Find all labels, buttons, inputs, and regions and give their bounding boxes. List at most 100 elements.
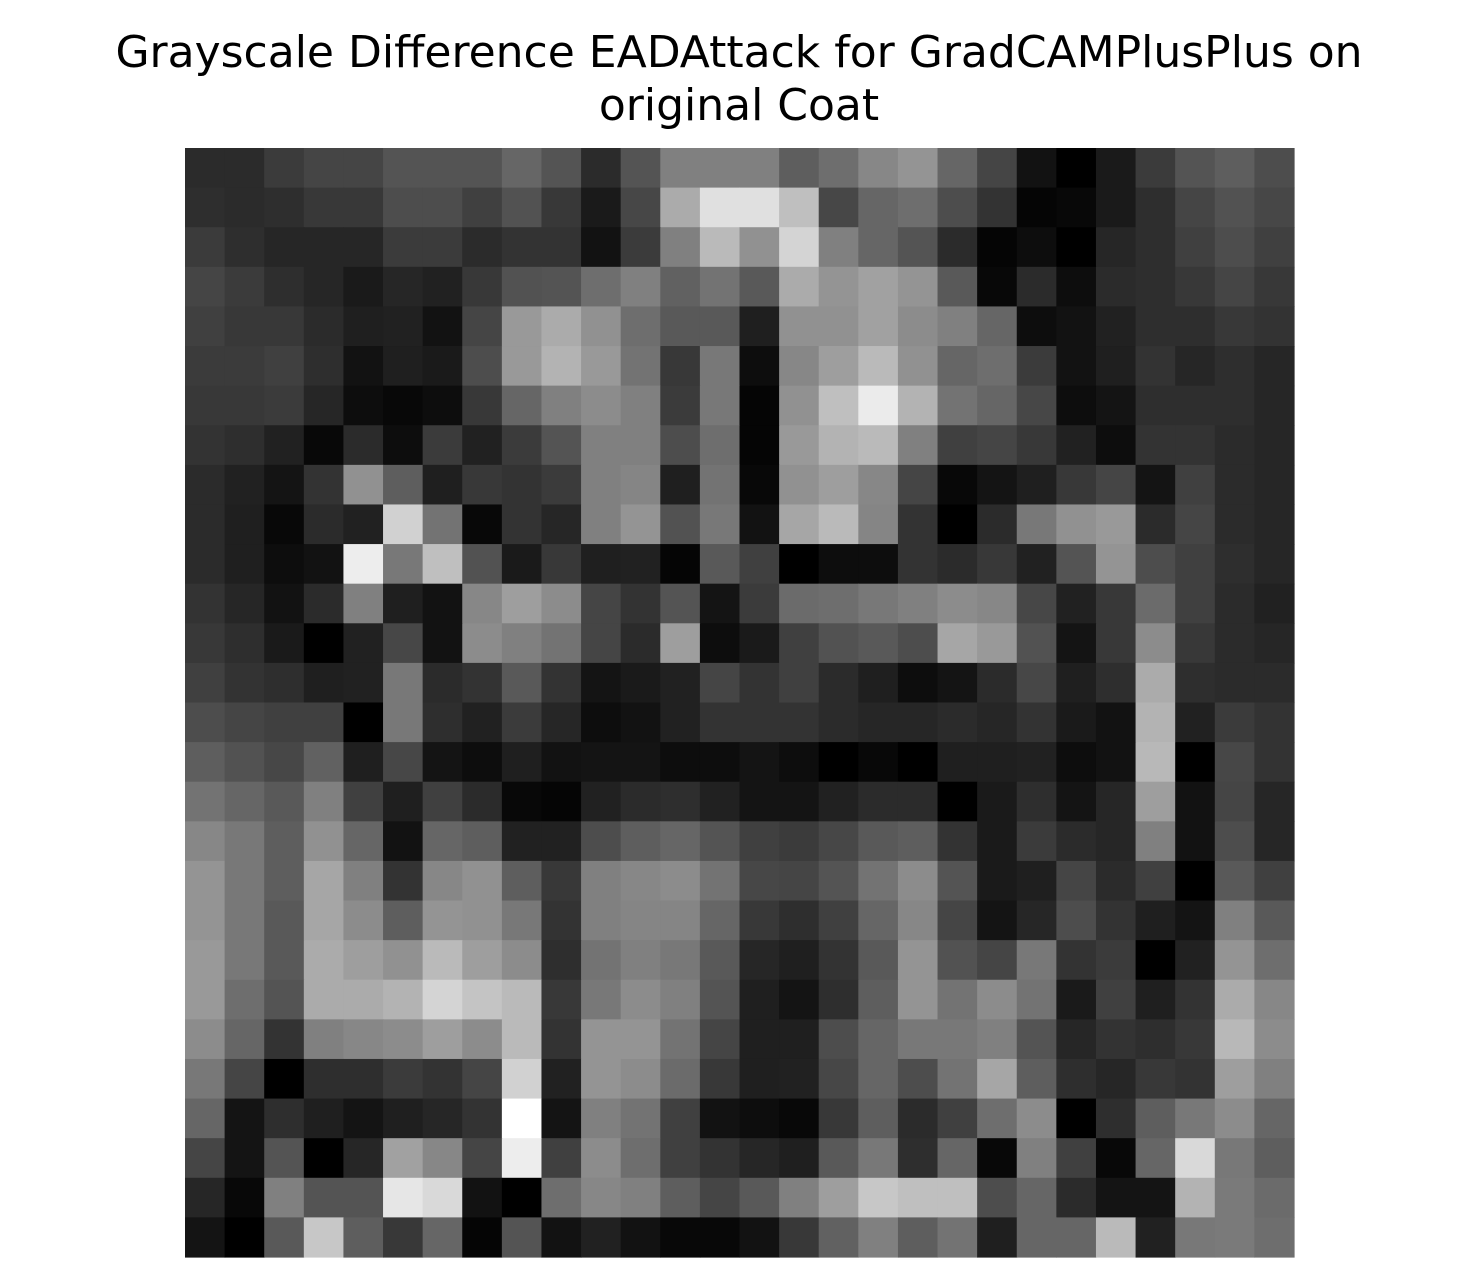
heatmap-cell-r3-c9	[541, 266, 582, 308]
heatmap-cell-r1-c15	[779, 187, 820, 228]
heatmap-cells	[185, 148, 1295, 1258]
heatmap-cell-r10-c5	[383, 544, 424, 585]
heatmap-cell-r14-c18	[897, 702, 939, 743]
heatmap-cell-r8-c21	[1016, 464, 1057, 506]
heatmap-cell-r23-c12	[660, 1058, 701, 1100]
heatmap-cell-r16-c11	[620, 781, 661, 822]
heatmap-cell-r20-c16	[818, 940, 859, 981]
heatmap-cell-r0-c9	[541, 148, 582, 189]
heatmap-cell-r15-c5	[383, 742, 424, 783]
heatmap-cell-r13-c0	[185, 662, 226, 704]
heatmap-cell-r12-c14	[739, 623, 780, 664]
heatmap-cell-r0-c23	[1095, 148, 1137, 189]
heatmap-cell-r9-c17	[858, 504, 899, 545]
heatmap-cell-r12-c24	[1135, 623, 1176, 664]
heatmap-cell-r19-c11	[620, 900, 661, 941]
heatmap-cell-r23-c22	[1056, 1058, 1097, 1100]
heatmap-cell-r7-c5	[383, 425, 424, 466]
heatmap-cell-r19-c25	[1175, 900, 1216, 941]
heatmap-cell-r22-c11	[620, 1019, 661, 1060]
heatmap-cell-r18-c13	[699, 860, 741, 902]
heatmap-cell-r9-c15	[779, 504, 820, 545]
heatmap-cell-r1-c16	[818, 187, 859, 228]
heatmap-cell-r9-c27	[1254, 504, 1295, 545]
heatmap-cell-r9-c12	[660, 504, 701, 545]
heatmap-cell-r6-c8	[501, 385, 543, 426]
heatmap-cell-r16-c22	[1056, 781, 1097, 822]
heatmap-cell-r27-c15	[779, 1217, 820, 1258]
heatmap-cell-r4-c18	[897, 306, 939, 347]
heatmap-cell-r5-c0	[185, 346, 226, 387]
heatmap-cell-r0-c10	[581, 148, 622, 189]
heatmap-cell-r19-c5	[383, 900, 424, 941]
heatmap-cell-r10-c9	[541, 544, 582, 585]
heatmap-cell-r9-c21	[1016, 504, 1057, 545]
heatmap-cell-r1-c17	[858, 187, 899, 228]
heatmap-cell-r26-c12	[660, 1177, 701, 1218]
heatmap-cell-r22-c14	[739, 1019, 780, 1060]
chart-title-line-2: original Coat	[598, 80, 880, 131]
heatmap-cell-r6-c27	[1254, 385, 1295, 426]
heatmap-cell-r4-c5	[383, 306, 424, 347]
heatmap-cell-r5-c20	[977, 346, 1018, 387]
heatmap-cell-r19-c8	[501, 900, 543, 941]
heatmap-cell-r10-c10	[581, 544, 622, 585]
heatmap-cell-r14-c7	[462, 702, 503, 743]
heatmap-cell-r24-c9	[541, 1098, 582, 1139]
heatmap-cell-r22-c20	[977, 1019, 1018, 1060]
heatmap-cell-r23-c2	[264, 1058, 305, 1100]
heatmap-cell-r6-c20	[977, 385, 1018, 426]
heatmap-cell-r21-c13	[699, 979, 741, 1020]
heatmap-cell-r9-c1	[224, 504, 265, 545]
heatmap-cell-r6-c26	[1214, 385, 1255, 426]
heatmap-cell-r1-c27	[1254, 187, 1295, 228]
heatmap-cell-r15-c0	[185, 742, 226, 783]
heatmap-cell-r0-c21	[1016, 148, 1057, 189]
heatmap-cell-r11-c20	[977, 583, 1018, 624]
heatmap-cell-r27-c2	[264, 1217, 305, 1258]
heatmap-cell-r2-c3	[303, 227, 345, 268]
heatmap-cell-r23-c20	[977, 1058, 1018, 1100]
heatmap-cell-r14-c22	[1056, 702, 1097, 743]
heatmap-cell-r3-c3	[303, 266, 345, 308]
heatmap-cell-r1-c23	[1095, 187, 1137, 228]
heatmap-cell-r20-c2	[264, 940, 305, 981]
heatmap-cell-r17-c6	[422, 821, 463, 862]
heatmap-cell-r1-c2	[264, 187, 305, 228]
heatmap-cell-r23-c9	[541, 1058, 582, 1100]
heatmap-cell-r7-c24	[1135, 425, 1176, 466]
heatmap-cell-r17-c7	[462, 821, 503, 862]
heatmap-cell-r14-c15	[779, 702, 820, 743]
heatmap-cell-r25-c27	[1254, 1138, 1295, 1179]
heatmap-cell-r7-c27	[1254, 425, 1295, 466]
heatmap-cell-r3-c14	[739, 266, 780, 308]
heatmap-cell-r12-c25	[1175, 623, 1216, 664]
heatmap-cell-r0-c7	[462, 148, 503, 189]
heatmap-cell-r18-c15	[779, 860, 820, 902]
heatmap-cell-r7-c4	[343, 425, 384, 466]
heatmap-cell-r23-c27	[1254, 1058, 1295, 1100]
heatmap-cell-r11-c0	[185, 583, 226, 624]
heatmap-cell-r23-c21	[1016, 1058, 1057, 1100]
heatmap-cell-r22-c4	[343, 1019, 384, 1060]
heatmap-cell-r20-c24	[1135, 940, 1176, 981]
heatmap-cell-r12-c1	[224, 623, 265, 664]
heatmap-cell-r25-c25	[1175, 1138, 1216, 1179]
heatmap-cell-r12-c10	[581, 623, 622, 664]
heatmap-cell-r17-c27	[1254, 821, 1295, 862]
heatmap-cell-r17-c14	[739, 821, 780, 862]
heatmap-cell-r4-c7	[462, 306, 503, 347]
heatmap-cell-r10-c13	[699, 544, 741, 585]
heatmap-cell-r15-c24	[1135, 742, 1176, 783]
heatmap-cell-r14-c5	[383, 702, 424, 743]
heatmap-cell-r11-c7	[462, 583, 503, 624]
heatmap-cell-r9-c26	[1214, 504, 1255, 545]
heatmap-cell-r15-c21	[1016, 742, 1057, 783]
heatmap-cell-r16-c5	[383, 781, 424, 822]
heatmap-cell-r9-c6	[422, 504, 463, 545]
heatmap-cell-r0-c17	[858, 148, 899, 189]
heatmap-cell-r12-c22	[1056, 623, 1097, 664]
heatmap-cell-r13-c4	[343, 662, 384, 704]
heatmap-cell-r0-c14	[739, 148, 780, 189]
heatmap-cell-r12-c21	[1016, 623, 1057, 664]
